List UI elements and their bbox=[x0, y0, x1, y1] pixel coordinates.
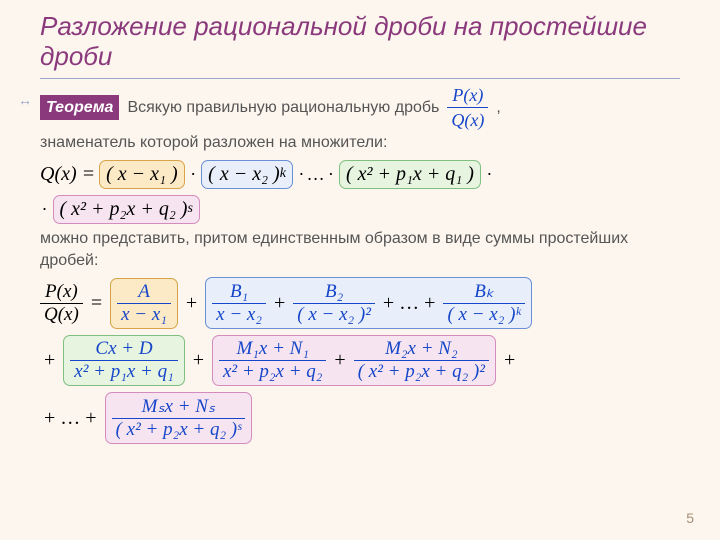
CD-num: Cx + D bbox=[91, 338, 156, 360]
A-num: A bbox=[134, 281, 154, 303]
B1-num: B₁ bbox=[226, 281, 252, 303]
frac-CD: Cx + D x² + p₁x + q₁ bbox=[70, 338, 177, 383]
frac-den: Q(x) bbox=[447, 107, 488, 132]
Ms-num: Mₛx + Nₛ bbox=[138, 395, 219, 418]
factor-2-box: ( x − x₂ )k bbox=[201, 160, 293, 189]
frac-B1: B₁ x − x₂ bbox=[212, 281, 266, 326]
divider bbox=[40, 78, 680, 79]
text-part-3: можно представить, притом единственным о… bbox=[40, 228, 680, 271]
M1-num: M₁x + N₁ bbox=[232, 338, 312, 360]
factorization-row-1: Q(x) = ( x − x₁ ) · ( x − x₂ )k · … · ( … bbox=[40, 160, 680, 189]
frac-B2: B₂ ( x − x₂ )² bbox=[293, 281, 375, 326]
theorem-line-3: можно представить, притом единственным о… bbox=[40, 228, 680, 271]
M2-den: ( x² + p₂x + q₂ )² bbox=[354, 360, 489, 383]
plus-b1: + bbox=[270, 292, 289, 315]
term-A: A x − x₁ bbox=[110, 278, 178, 329]
CD-den: x² + p₁x + q₁ bbox=[70, 360, 177, 383]
frac-M1: M₁x + N₁ x² + p₂x + q₂ bbox=[219, 338, 326, 383]
theorem-badge: Теорема bbox=[40, 95, 119, 121]
page-number: 5 bbox=[686, 510, 694, 526]
B2-den: ( x − x₂ )² bbox=[293, 303, 375, 326]
page-title: Разложение рациональной дроби на простей… bbox=[40, 12, 680, 72]
factor-1: ( x − x₁ ) bbox=[99, 160, 185, 189]
plus-trail: + bbox=[500, 349, 519, 372]
ell-b: + … + bbox=[379, 292, 440, 315]
dot-1: · bbox=[189, 164, 198, 185]
theorem-line-2: знаменатель которой разложен на множител… bbox=[40, 132, 680, 154]
factor-2-pow: k bbox=[280, 166, 286, 182]
Ms-den: ( x² + p₂x + q₂ )ˢ bbox=[112, 418, 246, 441]
dot-2: · bbox=[485, 164, 494, 185]
factor-2: ( x − x₂ ) bbox=[208, 163, 280, 186]
text-part-1: Всякую правильную рациональную дробь bbox=[127, 97, 439, 119]
factor-4-pow: s bbox=[187, 201, 192, 217]
decomp-row-1: P(x) Q(x) = A x − x₁ + B₁ x − x₂ + B₂ ( … bbox=[40, 277, 680, 329]
factorization-row-2: · ( x² + p₂x + q₂ )s bbox=[40, 195, 680, 224]
frac-Bk: Bₖ ( x − x₂ )ᵏ bbox=[443, 280, 524, 326]
factor-3: ( x² + p₁x + q₁ ) bbox=[339, 160, 481, 189]
M1-den: x² + p₂x + q₂ bbox=[219, 360, 326, 383]
ellipsis-1: · … · bbox=[297, 164, 335, 185]
eq: = bbox=[87, 292, 106, 315]
plus-2: + bbox=[40, 349, 59, 372]
decomp-row-3: + … + Mₛx + Nₛ ( x² + p₂x + q₂ )ˢ bbox=[40, 392, 680, 444]
Bk-num: Bₖ bbox=[470, 280, 498, 303]
Bk-den: ( x − x₂ )ᵏ bbox=[443, 303, 524, 326]
B2-num: B₂ bbox=[321, 281, 347, 303]
q-lead: Q(x) = bbox=[40, 163, 95, 186]
plus-m1: + bbox=[330, 349, 349, 372]
ell-m: + … + bbox=[40, 407, 101, 430]
bullet-arrow: ↔ bbox=[18, 92, 32, 108]
A-den: x − x₁ bbox=[117, 303, 171, 326]
frac-num: P(x) bbox=[448, 83, 487, 107]
factor-4: ( x² + p₂x + q₂ ) bbox=[60, 198, 188, 221]
pq-num: P(x) bbox=[41, 281, 82, 303]
frac-Ms: Mₛx + Nₛ ( x² + p₂x + q₂ )ˢ bbox=[112, 395, 246, 441]
pq-den: Q(x) bbox=[40, 303, 83, 326]
text-part-2: знаменатель которой разложен на множител… bbox=[40, 132, 387, 154]
frac-M2: M₂x + N₂ ( x² + p₂x + q₂ )² bbox=[354, 338, 489, 383]
factor-4-box: ( x² + p₂x + q₂ )s bbox=[53, 195, 200, 224]
term-M-group-1: M₁x + N₁ x² + p₂x + q₂ + M₂x + N₂ ( x² +… bbox=[212, 335, 496, 386]
term-CD: Cx + D x² + p₁x + q₁ bbox=[63, 335, 184, 386]
plus-1: + bbox=[182, 292, 201, 315]
theorem-line-1: Теорема Всякую правильную рациональную д… bbox=[40, 83, 680, 133]
term-Ms: Mₛx + Nₛ ( x² + p₂x + q₂ )ˢ bbox=[105, 392, 253, 444]
M2-num: M₂x + N₂ bbox=[381, 338, 461, 360]
pq-frac: P(x) Q(x) bbox=[40, 281, 83, 326]
rational-fraction: P(x) Q(x) bbox=[447, 83, 488, 133]
B1-den: x − x₂ bbox=[212, 303, 266, 326]
frac-A: A x − x₁ bbox=[117, 281, 171, 326]
term-B-group: B₁ x − x₂ + B₂ ( x − x₂ )² + … + Bₖ ( x … bbox=[205, 277, 532, 329]
decomp-row-2: + Cx + D x² + p₁x + q₁ + M₁x + N₁ x² + p… bbox=[40, 335, 680, 386]
comma: , bbox=[496, 97, 500, 119]
dot-3: · bbox=[40, 199, 49, 220]
plus-3: + bbox=[189, 349, 208, 372]
